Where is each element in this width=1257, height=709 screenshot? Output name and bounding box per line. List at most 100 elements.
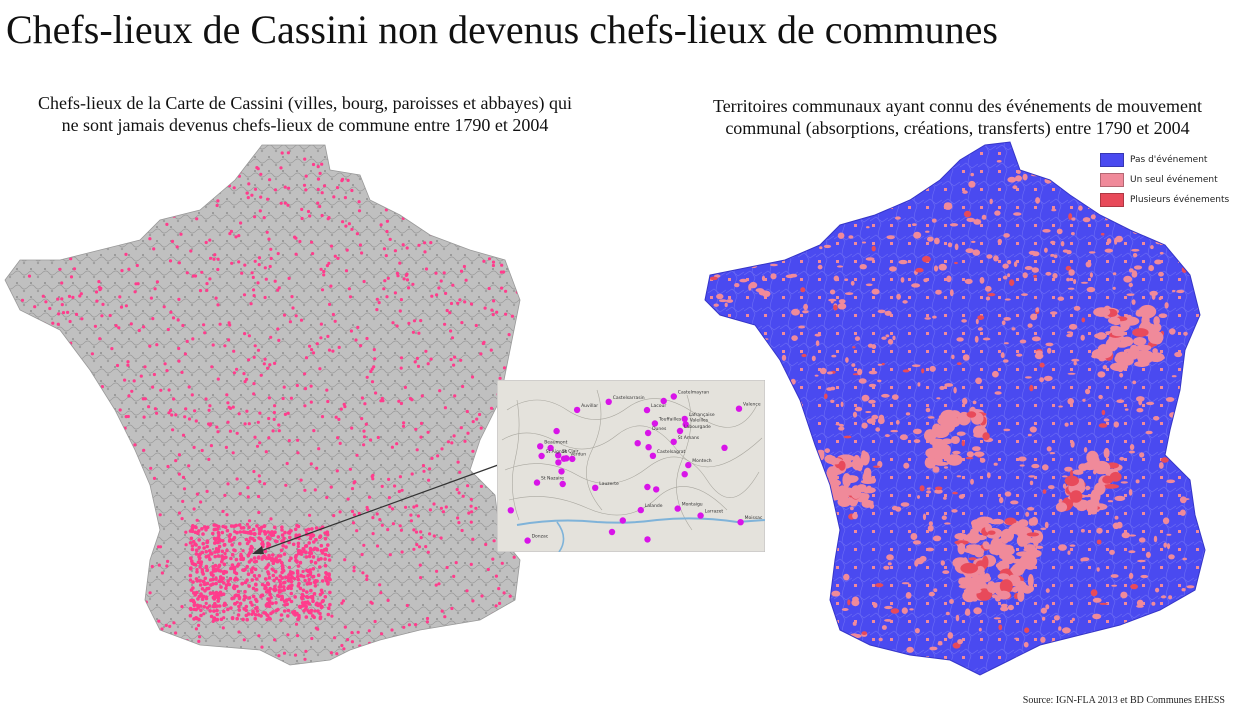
commune-event-patch: [706, 551, 716, 557]
commune-event-patch: [891, 201, 899, 204]
commune-event-patch: [999, 496, 1004, 504]
cassini-dot: [494, 574, 498, 578]
commune-event-patch: [788, 401, 797, 405]
cassini-dot: [65, 169, 69, 173]
cassini-dot: [168, 408, 173, 413]
cassini-dot: [208, 557, 212, 562]
commune-event-patch: [810, 485, 816, 492]
commune-event-patch: [819, 246, 823, 250]
commune-event-patch: [1116, 399, 1125, 404]
cassini-dot: [98, 441, 102, 445]
commune-event-patch: [881, 362, 885, 366]
cassini-dot: [194, 552, 199, 556]
cassini-dot: [467, 511, 471, 515]
cassini-dot: [128, 217, 132, 221]
cassini-dot: [134, 148, 138, 152]
commune-event-patch: [1035, 157, 1043, 160]
commune-event-patch: [877, 379, 882, 383]
cassini-dot: [296, 577, 301, 582]
commune-event-patch: [992, 370, 999, 378]
commune-event-patch: [1183, 633, 1187, 639]
commune-event-patch: [742, 446, 747, 449]
cassini-dot: [177, 453, 181, 457]
cassini-dot: [67, 514, 71, 518]
commune-event-patch: [1067, 331, 1073, 334]
cassini-dot: [251, 275, 255, 279]
commune-event-patch: [1145, 551, 1151, 558]
cassini-dot: [60, 586, 64, 590]
commune-event-patch: [825, 500, 832, 504]
cassini-dot: [146, 204, 150, 208]
cassini-dot: [469, 504, 473, 508]
commune-event-patch: [873, 465, 880, 468]
commune-event-patch: [936, 451, 951, 460]
cassini-dot: [226, 482, 230, 486]
cassini-dot: [255, 524, 259, 528]
cassini-dot: [433, 181, 438, 185]
cassini-dot: [309, 608, 314, 613]
cassini-dot: [348, 467, 352, 471]
commune-event-patch: [1064, 475, 1079, 487]
cassini-dot: [175, 193, 179, 198]
inset-dot: [644, 483, 651, 491]
cassini-dot: [48, 648, 52, 652]
cassini-dot: [323, 595, 328, 599]
cassini-dot: [419, 435, 423, 439]
commune-event-patch: [844, 278, 849, 281]
cassini-dot: [415, 168, 419, 172]
cassini-dot: [326, 543, 330, 547]
commune-event-patch: [854, 406, 863, 412]
cassini-dot: [133, 443, 137, 447]
cassini-dot: [495, 238, 499, 242]
cassini-dot: [73, 520, 77, 524]
commune-event-patch: [1085, 261, 1092, 268]
cassini-dot: [327, 576, 331, 580]
cassini-dot: [347, 661, 351, 665]
cassini-dot: [401, 424, 406, 428]
cassini-dot: [507, 333, 511, 337]
cassini-dot: [401, 243, 405, 247]
left-map-caption: Chefs-lieux de la Carte de Cassini (vill…: [20, 92, 590, 136]
cassini-dot: [331, 312, 335, 317]
cassini-dot: [252, 392, 256, 396]
cassini-dot: [314, 626, 318, 630]
cassini-dot: [331, 349, 335, 353]
river-branch: [556, 521, 565, 552]
cassini-dot: [360, 251, 364, 255]
cassini-dot: [267, 599, 272, 603]
commune-event-patch: [766, 190, 773, 197]
cassini-dot: [327, 573, 331, 577]
commune-event-patch: [837, 303, 847, 310]
commune-event-patch: [725, 548, 731, 556]
cassini-dot: [241, 530, 246, 534]
commune-event-patch: [857, 368, 863, 376]
cassini-dot: [239, 557, 243, 561]
cassini-dot: [216, 599, 220, 603]
cassini-dot: [217, 544, 222, 549]
commune-event-patch: [801, 186, 811, 193]
commune-event-patch: [937, 642, 943, 646]
cassini-dot: [398, 309, 402, 313]
commune-event-patch: [971, 240, 976, 243]
commune-event-patch: [744, 549, 751, 554]
cassini-dot: [329, 244, 334, 248]
cassini-dot: [51, 601, 55, 605]
inset-dot: [555, 452, 562, 459]
cassini-dot: [62, 345, 66, 349]
commune-event-patch: [1003, 317, 1011, 321]
cassini-dot: [39, 629, 44, 633]
cassini-dot: [166, 464, 170, 469]
cassini-dot: [405, 603, 409, 608]
cassini-dot: [92, 228, 96, 232]
cassini-dot: [425, 616, 430, 621]
commune-event-patch: [975, 565, 985, 575]
cassini-dot: [471, 664, 475, 665]
commune-event-patch: [843, 195, 848, 200]
cassini-dot: [348, 663, 352, 665]
commune-event-patch: [841, 608, 849, 611]
cassini-dot: [237, 630, 241, 634]
commune-event-patch: [978, 627, 982, 632]
cassini-dot: [262, 216, 266, 220]
commune-event-patch: [917, 495, 920, 499]
cassini-dot: [241, 526, 246, 530]
